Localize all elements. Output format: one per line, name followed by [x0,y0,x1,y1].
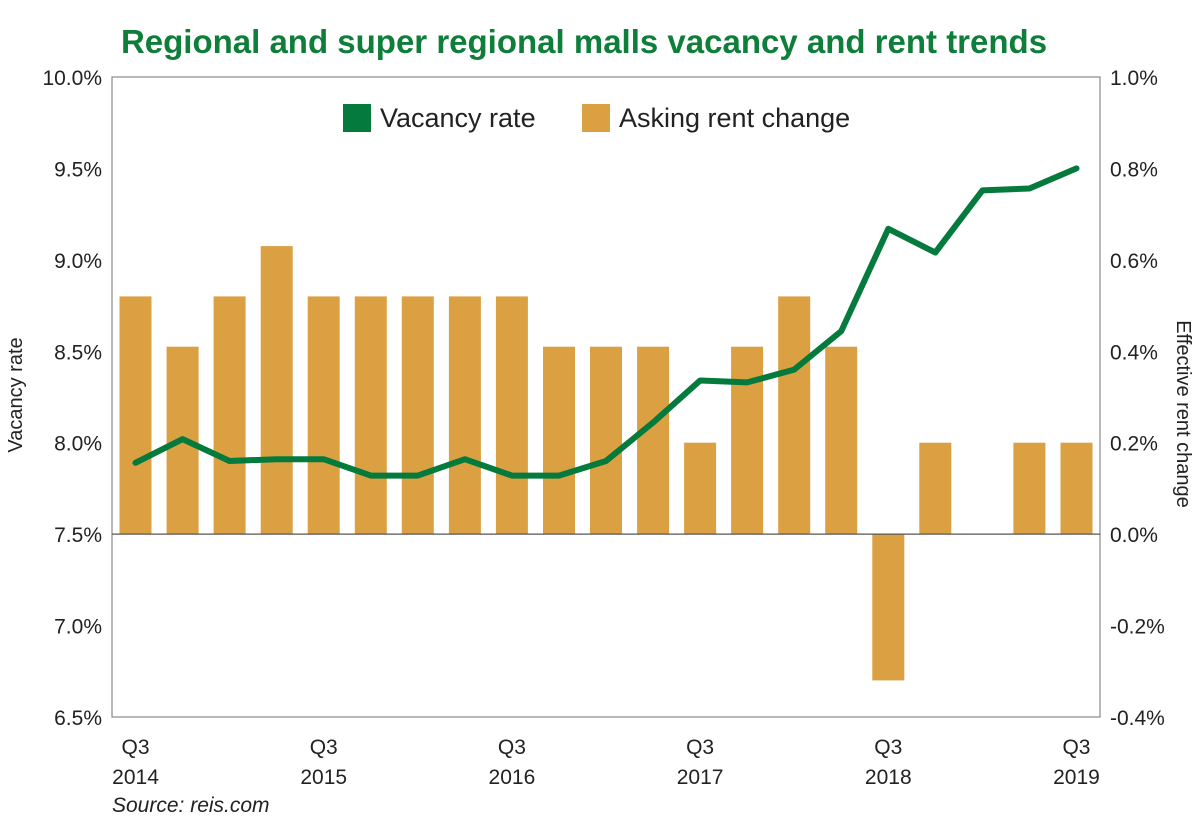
left-tick-label: 7.5% [54,524,102,547]
rent-bar-8 [495,296,528,535]
x-tick-year: 2015 [300,766,347,789]
right-axis-ticks: -0.4% -0.2% 0.0% 0.2% 0.4% 0.6% 0.8% 1.0% [1110,67,1165,730]
rent-bar-4 [307,296,340,535]
legend-swatch-vacancy-rate [343,104,371,132]
left-tick-label: 6.5% [54,707,102,730]
rent-bar-20 [1060,442,1093,535]
bar-series [119,246,1093,681]
x-axis-labels: Q3 2014 Q3 2015 Q3 2016 Q3 2017 Q3 2018 Q3 2019 [112,736,1100,789]
right-tick-label: 0.6% [1110,250,1158,273]
plot-frame [111,76,1101,718]
rent-bar-13 [731,346,764,535]
x-tick-quarter: Q3 [498,736,526,759]
rent-bar-10 [590,346,622,535]
rent-bar-15 [825,346,858,535]
rent-bar-6 [401,296,434,535]
x-tick-year: 2014 [112,766,159,789]
left-tick-label: 8.0% [54,433,102,456]
vacancy-rate-line [132,165,1080,479]
left-tick-label: 8.5% [54,341,102,364]
rent-bar-0 [119,296,152,535]
right-tick-label: -0.2% [1110,616,1165,639]
x-tick-year: 2017 [677,766,724,789]
right-tick-label: -0.4% [1110,707,1165,730]
rent-bar-7 [448,296,481,535]
rent-bar-12 [684,442,717,535]
left-axis-title: Vacancy rate [5,337,27,452]
legend-swatch-asking-rent-change [582,104,610,132]
left-tick-label: 9.5% [54,158,102,181]
x-tick-quarter: Q3 [686,736,714,759]
rent-bar-14 [778,296,811,535]
left-tick-label: 9.0% [54,250,102,273]
right-tick-label: 0.8% [1110,158,1158,181]
rent-bar-16 [872,534,905,681]
left-axis-ticks: 6.5% 7.0% 7.5% 8.0% 8.5% 9.0% 9.5% 10.0% [42,67,102,730]
right-tick-label: 0.2% [1110,433,1158,456]
left-tick-label: 10.0% [42,67,102,90]
source-note: Source: reis.com [112,794,270,817]
right-axis-title: Effective rent change [1172,320,1194,508]
plot-border [111,76,1101,718]
left-tick-label: 7.0% [54,616,102,639]
rent-bar-17 [919,442,952,535]
x-tick-year: 2016 [489,766,536,789]
rent-bar-2 [213,296,246,535]
x-tick-quarter: Q3 [1062,736,1090,759]
x-tick-year: 2018 [865,766,912,789]
right-tick-label: 0.0% [1110,524,1158,547]
legend-label-asking-rent-change: Asking rent change [619,103,850,133]
chart-title: Regional and super regional malls vacanc… [121,23,1047,60]
x-tick-quarter: Q3 [874,736,902,759]
legend-label-vacancy-rate: Vacancy rate [380,103,536,133]
right-tick-label: 1.0% [1110,67,1158,90]
x-tick-quarter: Q3 [122,736,150,759]
rent-bar-11 [637,346,670,535]
rent-bar-19 [1013,442,1046,535]
rent-bar-5 [354,296,387,535]
x-tick-quarter: Q3 [310,736,338,759]
legend: Vacancy rate Asking rent change [343,103,850,133]
right-tick-label: 0.4% [1110,341,1158,364]
rent-bar-9 [543,346,575,535]
rent-bar-3 [260,246,293,535]
x-tick-year: 2019 [1053,766,1100,789]
